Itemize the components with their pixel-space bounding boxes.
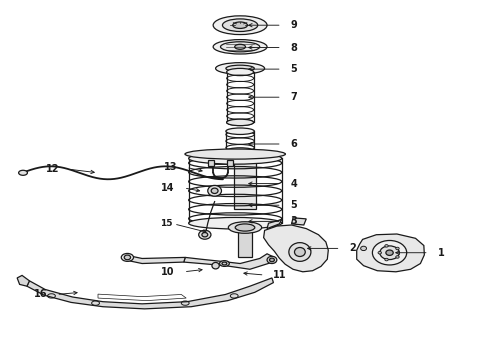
Text: 15: 15 xyxy=(160,219,173,228)
Polygon shape xyxy=(184,254,274,269)
Ellipse shape xyxy=(378,251,382,254)
Text: 8: 8 xyxy=(291,42,297,53)
Ellipse shape xyxy=(226,119,254,126)
Ellipse shape xyxy=(124,255,130,260)
Ellipse shape xyxy=(220,42,260,52)
Text: 5: 5 xyxy=(291,64,297,74)
Ellipse shape xyxy=(228,222,262,233)
Ellipse shape xyxy=(222,262,227,265)
Ellipse shape xyxy=(199,230,211,239)
Ellipse shape xyxy=(396,256,399,258)
Text: 5: 5 xyxy=(291,200,297,210)
Ellipse shape xyxy=(226,65,254,72)
Ellipse shape xyxy=(222,19,258,31)
Ellipse shape xyxy=(220,261,229,266)
Bar xyxy=(238,223,252,257)
Ellipse shape xyxy=(185,149,285,159)
Ellipse shape xyxy=(208,185,221,196)
Text: 2: 2 xyxy=(349,243,356,253)
Text: 12: 12 xyxy=(46,164,60,174)
Text: 3: 3 xyxy=(291,216,297,226)
Ellipse shape xyxy=(380,246,399,260)
Ellipse shape xyxy=(226,68,254,76)
Text: 4: 4 xyxy=(291,179,297,189)
Text: 10: 10 xyxy=(161,267,175,277)
Ellipse shape xyxy=(189,217,282,229)
Ellipse shape xyxy=(189,153,282,164)
Ellipse shape xyxy=(385,258,388,261)
Polygon shape xyxy=(264,225,328,272)
Text: 9: 9 xyxy=(291,20,297,30)
Ellipse shape xyxy=(211,188,218,194)
Text: 13: 13 xyxy=(164,162,177,172)
Polygon shape xyxy=(267,220,282,229)
Ellipse shape xyxy=(386,250,393,256)
Polygon shape xyxy=(292,218,306,225)
Text: 6: 6 xyxy=(291,139,297,149)
Ellipse shape xyxy=(122,253,133,261)
Bar xyxy=(208,160,214,166)
Text: 14: 14 xyxy=(161,183,175,193)
Ellipse shape xyxy=(294,248,305,256)
Ellipse shape xyxy=(372,240,407,265)
Polygon shape xyxy=(17,275,29,286)
Ellipse shape xyxy=(385,244,388,247)
Text: 16: 16 xyxy=(34,289,48,300)
Ellipse shape xyxy=(361,246,367,251)
Polygon shape xyxy=(357,234,424,272)
Ellipse shape xyxy=(235,44,245,49)
Polygon shape xyxy=(27,278,273,309)
Ellipse shape xyxy=(213,16,267,35)
Bar xyxy=(234,158,256,209)
Ellipse shape xyxy=(289,243,311,261)
Bar xyxy=(227,160,233,166)
Ellipse shape xyxy=(226,148,254,154)
Ellipse shape xyxy=(226,128,254,135)
Text: 7: 7 xyxy=(291,92,297,102)
Ellipse shape xyxy=(19,170,27,175)
Ellipse shape xyxy=(235,224,255,231)
Ellipse shape xyxy=(233,22,247,28)
Ellipse shape xyxy=(212,262,220,269)
Text: 11: 11 xyxy=(273,270,287,280)
Ellipse shape xyxy=(267,256,277,264)
Ellipse shape xyxy=(216,63,265,74)
Ellipse shape xyxy=(202,233,208,237)
Ellipse shape xyxy=(270,258,274,262)
Polygon shape xyxy=(125,255,185,264)
Ellipse shape xyxy=(213,40,267,54)
Text: 1: 1 xyxy=(438,248,444,258)
Ellipse shape xyxy=(396,247,399,250)
